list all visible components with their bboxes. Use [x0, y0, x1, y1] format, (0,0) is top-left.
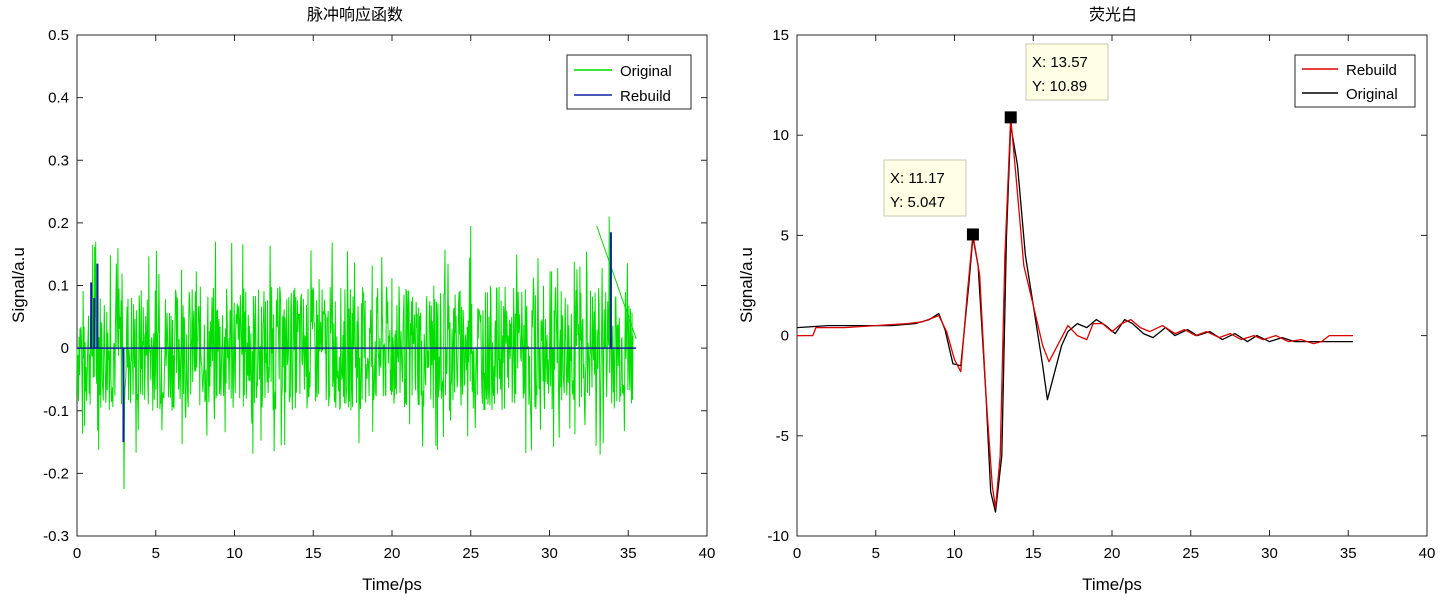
- y-tick-label: -10: [767, 528, 789, 545]
- y-tick-label: 0.4: [48, 90, 69, 107]
- plot-area: [796, 34, 1428, 537]
- y-axis-label: Signal/a.u: [737, 247, 756, 323]
- legend-entry-rebuild: Rebuild: [1346, 62, 1397, 79]
- legend-box: [1294, 54, 1416, 108]
- x-tick-label: 15: [305, 545, 322, 562]
- series-group: [76, 216, 637, 490]
- series-group: [796, 116, 1353, 513]
- y-tick-label: 0.5: [48, 27, 69, 44]
- x-tick-label: 0: [73, 545, 81, 562]
- x-axis-label: Time/ps: [1082, 575, 1142, 594]
- x-tick-label: 20: [1104, 545, 1121, 562]
- chart-title: 荧光白: [1089, 5, 1137, 24]
- y-tick-label: 0.2: [48, 215, 69, 232]
- series-original-tail: [596, 225, 637, 339]
- y-tick-label: 10: [772, 127, 789, 144]
- x-tick-label: 20: [384, 545, 401, 562]
- x-tick-label: 10: [946, 545, 963, 562]
- x-tick-label: 30: [541, 545, 558, 562]
- y-tick-label: 0: [781, 328, 789, 345]
- y-tick-label: -0.2: [43, 465, 69, 482]
- x-tick-label: 10: [226, 545, 243, 562]
- legend-box: [566, 54, 692, 110]
- y-tick-label: -5: [776, 428, 789, 445]
- impulse-response-chart: 脉冲响应函数 0 5 10 15 20 25 30 35 40-0.3-0.2-0.100.10…: [9, 5, 715, 594]
- legend-entry-rebuild: Rebuild: [620, 88, 671, 105]
- y-tick-label: 0.1: [48, 278, 69, 295]
- x-tick-label: 35: [1340, 545, 1357, 562]
- y-tick-label: -0.3: [43, 528, 69, 545]
- x-tick-label: 5: [872, 545, 880, 562]
- legend: Original Rebuild: [566, 54, 692, 110]
- x-tick-label: 30: [1261, 545, 1278, 562]
- x-tick-label: 25: [462, 545, 479, 562]
- chart-title: 脉冲响应函数: [307, 5, 403, 24]
- datatip-marker[interactable]: [966, 228, 979, 241]
- x-tick-label: 40: [699, 545, 716, 562]
- x-tick-label: 25: [1182, 545, 1199, 562]
- x-tick-label: 15: [1025, 545, 1042, 562]
- datatip-box: [1025, 43, 1109, 101]
- x-tick-label: 0: [793, 545, 801, 562]
- x-tick-label: 5: [152, 545, 160, 562]
- datatip-y-label: Y: 10.89: [1032, 78, 1087, 95]
- datatip-x-label: X: 11.17: [890, 170, 945, 187]
- axis-ticks: 0 5 10 15 20 25 30 35 40 -0.3 -0.2 -0.1 0 0.1 0.2 0.3 0.…: [43, 27, 715, 562]
- x-tick-label: 40: [1419, 545, 1436, 562]
- y-tick-label: 0.3: [48, 152, 69, 169]
- datatip-x-label: X: 13.57: [1032, 54, 1088, 71]
- datatip-box: [883, 159, 967, 217]
- x-tick-label: 35: [620, 545, 637, 562]
- series-original-line: [76, 216, 634, 490]
- y-tick-label: 15: [772, 27, 789, 44]
- datatips: X: 11.17 Y: 5.047 X: 13.57 Y: 10.89: [883, 43, 1109, 241]
- y-tick-label: -0.1: [43, 403, 69, 420]
- y-tick-label: 5: [781, 227, 789, 244]
- x-axis-label: Time/ps: [362, 575, 422, 594]
- datatip-marker[interactable]: [1004, 111, 1017, 124]
- datatip-y-label: Y: 5.047: [890, 194, 945, 211]
- legend-entry-original: Original: [1346, 86, 1398, 103]
- y-axis-label: Signal/a.u: [9, 247, 28, 323]
- legend-entry-original: Original: [620, 63, 672, 80]
- y-tick-label: 0: [61, 340, 69, 357]
- series-rebuild-line: [797, 116, 1353, 509]
- legend: Rebuild Original: [1294, 54, 1416, 108]
